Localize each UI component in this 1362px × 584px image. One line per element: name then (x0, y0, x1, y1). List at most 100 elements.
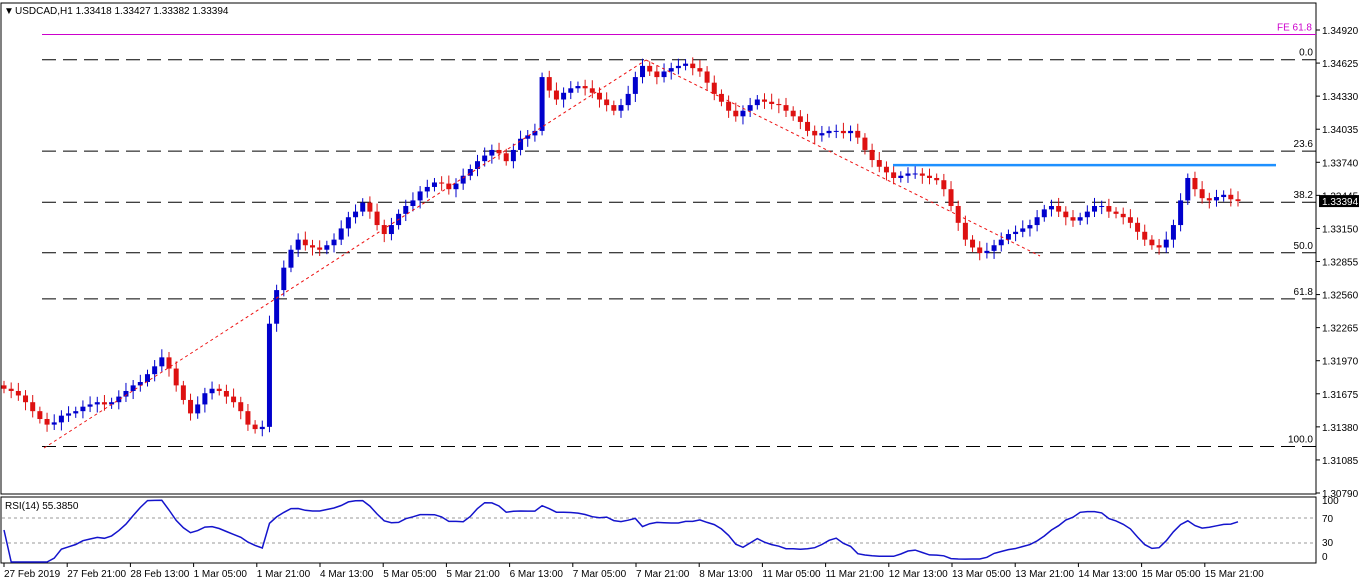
price-tick-label: 1.34330 (1322, 92, 1359, 103)
candle-body (1135, 222, 1141, 232)
candle-body (144, 374, 150, 383)
price-scale: 1.349201.346251.343301.340351.337401.334… (1316, 26, 1359, 500)
time-tick-label: 8 Mar 13:00 (699, 569, 753, 580)
time-tick-label: 13 Mar 21:00 (1015, 569, 1074, 580)
candle-body (546, 77, 552, 91)
fib-level-label: 100.0 (1288, 434, 1313, 445)
candle-body (984, 250, 990, 254)
candle-body (941, 180, 947, 190)
candle-body (812, 130, 818, 136)
candle-body (690, 63, 696, 69)
candle-body (374, 211, 380, 226)
candle-body (1077, 217, 1083, 221)
candle-body (180, 385, 186, 400)
candle-body (869, 149, 875, 161)
candle-body (496, 149, 502, 154)
candle-body (848, 130, 854, 134)
candle-body (116, 396, 122, 403)
time-tick-label: 12 Mar 13:00 (889, 569, 948, 580)
candle-body (532, 130, 538, 136)
candle-body (489, 149, 495, 156)
price-tick-label: 1.30790 (1322, 489, 1359, 500)
candle-body (8, 388, 14, 391)
candle-body (898, 175, 904, 178)
candle-body (73, 411, 79, 414)
candle-body (596, 92, 602, 100)
candle-body (482, 155, 488, 162)
candle-body (1070, 217, 1076, 221)
candle-body (209, 388, 215, 394)
candle-body (159, 357, 165, 367)
candle-body (754, 99, 760, 106)
time-tick-label: 28 Feb 13:00 (130, 569, 189, 580)
candle-body (962, 222, 968, 240)
fib-level-label: 0.0 (1299, 48, 1313, 59)
candle-body (661, 71, 667, 78)
candle-body (439, 182, 445, 184)
time-tick-label: 1 Mar 05:00 (194, 569, 248, 580)
candle-body (1106, 206, 1112, 212)
candle-body (640, 65, 646, 78)
candle-body (948, 189, 954, 207)
candle-body (1178, 200, 1184, 226)
candle-body (1127, 217, 1133, 223)
candle-body (475, 161, 481, 170)
candle-body (410, 200, 416, 207)
candle-body (58, 415, 64, 423)
candle-body (747, 105, 753, 111)
candle-body (912, 173, 918, 175)
chart-menu-icon[interactable]: ▼ (4, 6, 14, 17)
candle-body (431, 182, 437, 187)
candle-body (1048, 206, 1054, 210)
candle-body (173, 368, 179, 386)
candle-body (1, 385, 7, 389)
candle-body (568, 88, 574, 93)
candle-body (446, 183, 452, 190)
time-tick-label: 11 Mar 05:00 (762, 569, 821, 580)
candle-body (805, 121, 811, 131)
price-tick-label: 1.33150 (1322, 224, 1359, 235)
fib-level-label: 61.8 (1294, 287, 1314, 298)
candle-body (51, 422, 57, 425)
candle-body (80, 406, 86, 412)
rsi-level-70: 70 (1322, 514, 1334, 525)
price-tick-label: 1.31970 (1322, 357, 1359, 368)
candle-body (883, 166, 889, 173)
candle-body (310, 245, 315, 248)
candle-body (403, 206, 409, 214)
candle-body (998, 239, 1004, 246)
candle-body (927, 175, 932, 178)
candle-body (769, 101, 775, 104)
candle-body (1034, 217, 1040, 226)
candle-body (632, 77, 638, 94)
rsi-panel-frame (0, 496, 1317, 564)
candle-body (302, 239, 308, 246)
candle-body (288, 249, 294, 268)
uptrend-line (43, 59, 647, 449)
candle-body (1221, 194, 1227, 198)
candle-body (1099, 206, 1105, 208)
price-tick-label: 1.31380 (1322, 423, 1359, 434)
price-tick-label: 1.34625 (1322, 59, 1359, 70)
candle-body (790, 110, 796, 117)
candle-body (137, 382, 143, 386)
time-tick-label: 1 Mar 21:00 (257, 569, 311, 580)
price-tick-label: 1.32560 (1322, 291, 1359, 302)
candle-body (761, 99, 767, 102)
fib-level-label: 50.0 (1294, 241, 1314, 252)
candle-body (740, 110, 746, 117)
candle-body (840, 130, 846, 134)
candle-body (216, 388, 222, 391)
price-tick-label: 1.32265 (1322, 324, 1359, 335)
candle-body (518, 138, 524, 150)
candle-body (919, 173, 925, 176)
candle-body (417, 191, 423, 201)
candle-body (30, 402, 36, 412)
candle-body (604, 99, 610, 106)
candle-body (675, 65, 681, 69)
candle-body (44, 419, 50, 425)
candle-body (1113, 211, 1119, 214)
current-price-label: 1.33394 (1322, 197, 1359, 208)
symbol-header: USDCAD,H1 1.33418 1.33427 1.33382 1.3339… (15, 6, 229, 17)
